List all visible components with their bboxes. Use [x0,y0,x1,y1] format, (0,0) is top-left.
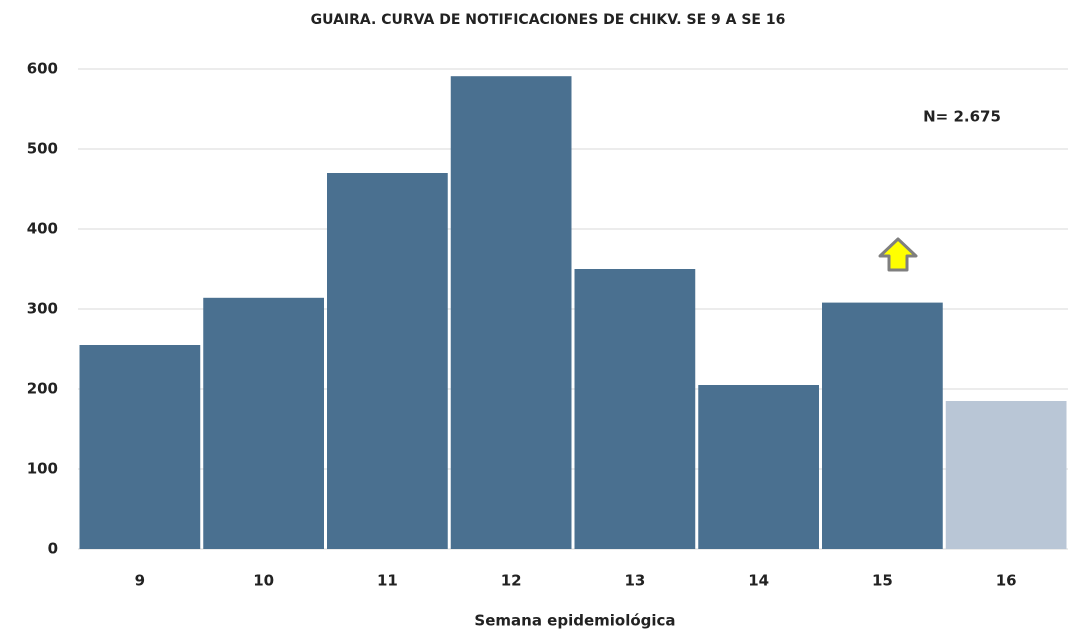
y-tick-label: 400 [27,220,58,238]
bar [822,302,943,549]
x-tick-label: 14 [748,572,769,590]
up-arrow [878,237,918,272]
x-tick-label: 9 [135,572,145,590]
x-tick-label: 11 [377,572,398,590]
x-tick-label: 12 [501,572,522,590]
y-tick-label: 300 [27,300,58,318]
x-tick-label: 10 [253,572,274,590]
x-tick-label: 15 [872,572,893,590]
y-tick-label: 500 [27,140,58,158]
y-tick-label: 0 [48,540,58,558]
y-tick-label: 100 [27,460,58,478]
y-tick-label: 600 [27,60,58,78]
plot-area: 0 100 200 300 400 500 600 9 10 11 12 13 14 15 16 [27,60,1068,590]
chart-title: GUAIRA. CURVA DE NOTIFICACIONES DE CHIKV… [311,12,786,28]
annotation: N= 2.675 [923,108,1001,126]
bar [327,173,448,549]
bar [574,269,696,549]
x-axis-label: Semana epidemiológica [474,612,675,630]
bar [203,297,324,549]
bar [698,385,819,549]
bar [450,76,572,549]
x-tick-label: 16 [996,572,1017,590]
x-tick-label: 13 [624,572,645,590]
bar [945,401,1067,549]
bar [79,345,201,549]
y-tick-label: 200 [27,380,58,398]
